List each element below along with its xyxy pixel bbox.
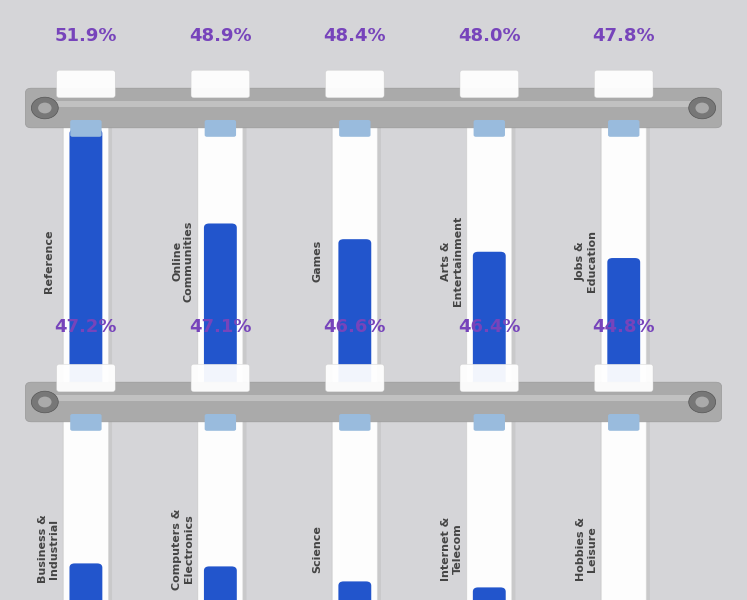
FancyBboxPatch shape [338, 239, 371, 386]
FancyBboxPatch shape [466, 100, 515, 402]
FancyBboxPatch shape [467, 101, 512, 397]
FancyBboxPatch shape [601, 101, 646, 397]
Text: 47.2%: 47.2% [55, 318, 117, 336]
FancyBboxPatch shape [197, 100, 247, 402]
Text: 47.8%: 47.8% [592, 27, 655, 45]
FancyBboxPatch shape [63, 394, 112, 600]
FancyBboxPatch shape [191, 364, 249, 392]
FancyBboxPatch shape [332, 100, 381, 402]
FancyBboxPatch shape [595, 364, 653, 392]
FancyBboxPatch shape [339, 414, 371, 431]
FancyBboxPatch shape [326, 70, 384, 98]
FancyBboxPatch shape [601, 394, 650, 600]
FancyBboxPatch shape [69, 129, 102, 386]
FancyBboxPatch shape [474, 414, 505, 431]
Text: 46.6%: 46.6% [323, 318, 386, 336]
FancyBboxPatch shape [332, 101, 377, 397]
FancyBboxPatch shape [608, 120, 639, 137]
FancyBboxPatch shape [460, 364, 518, 392]
FancyBboxPatch shape [601, 395, 646, 600]
Text: Computers &
Electronics: Computers & Electronics [173, 508, 193, 590]
Circle shape [689, 391, 716, 413]
Text: 48.9%: 48.9% [189, 27, 252, 45]
Circle shape [38, 397, 52, 407]
FancyBboxPatch shape [474, 120, 505, 137]
FancyBboxPatch shape [70, 414, 102, 431]
Text: Business &
Industrial: Business & Industrial [38, 515, 59, 583]
FancyBboxPatch shape [63, 395, 108, 600]
Text: 48.4%: 48.4% [323, 27, 386, 45]
FancyBboxPatch shape [198, 101, 243, 397]
Text: Online
Communities: Online Communities [173, 220, 193, 302]
Bar [37, 101, 710, 107]
FancyBboxPatch shape [332, 394, 381, 600]
Text: 44.8%: 44.8% [592, 318, 655, 336]
FancyBboxPatch shape [25, 382, 722, 422]
FancyBboxPatch shape [467, 395, 512, 600]
FancyBboxPatch shape [63, 101, 108, 397]
Text: Hobbies &
Leisure: Hobbies & Leisure [576, 517, 597, 581]
Text: Science: Science [312, 525, 323, 573]
Text: 46.4%: 46.4% [458, 318, 521, 336]
FancyBboxPatch shape [205, 120, 236, 137]
Text: Internet &
Telecom: Internet & Telecom [441, 517, 462, 581]
FancyBboxPatch shape [63, 100, 112, 402]
Text: 48.0%: 48.0% [458, 27, 521, 45]
Text: 47.1%: 47.1% [189, 318, 252, 336]
FancyBboxPatch shape [326, 364, 384, 392]
FancyBboxPatch shape [57, 364, 115, 392]
FancyBboxPatch shape [25, 88, 722, 128]
FancyBboxPatch shape [191, 70, 249, 98]
Circle shape [695, 397, 709, 407]
FancyBboxPatch shape [338, 581, 371, 600]
Circle shape [695, 103, 709, 113]
Text: 51.9%: 51.9% [55, 27, 117, 45]
Bar [37, 395, 710, 401]
FancyBboxPatch shape [460, 70, 518, 98]
FancyBboxPatch shape [607, 258, 640, 386]
FancyBboxPatch shape [205, 414, 236, 431]
FancyBboxPatch shape [332, 395, 377, 600]
Circle shape [38, 103, 52, 113]
Text: Jobs &
Education: Jobs & Education [576, 230, 597, 292]
Text: Reference: Reference [43, 229, 54, 293]
FancyBboxPatch shape [473, 587, 506, 600]
FancyBboxPatch shape [204, 566, 237, 600]
FancyBboxPatch shape [197, 394, 247, 600]
Text: Arts &
Entertainment: Arts & Entertainment [441, 216, 462, 306]
FancyBboxPatch shape [70, 120, 102, 137]
FancyBboxPatch shape [608, 414, 639, 431]
FancyBboxPatch shape [595, 70, 653, 98]
FancyBboxPatch shape [57, 70, 115, 98]
Circle shape [31, 97, 58, 119]
FancyBboxPatch shape [339, 120, 371, 137]
Circle shape [689, 97, 716, 119]
FancyBboxPatch shape [473, 252, 506, 386]
FancyBboxPatch shape [466, 394, 515, 600]
FancyBboxPatch shape [198, 395, 243, 600]
Circle shape [31, 391, 58, 413]
Text: Games: Games [312, 240, 323, 282]
FancyBboxPatch shape [601, 100, 650, 402]
FancyBboxPatch shape [69, 563, 102, 600]
FancyBboxPatch shape [204, 223, 237, 386]
